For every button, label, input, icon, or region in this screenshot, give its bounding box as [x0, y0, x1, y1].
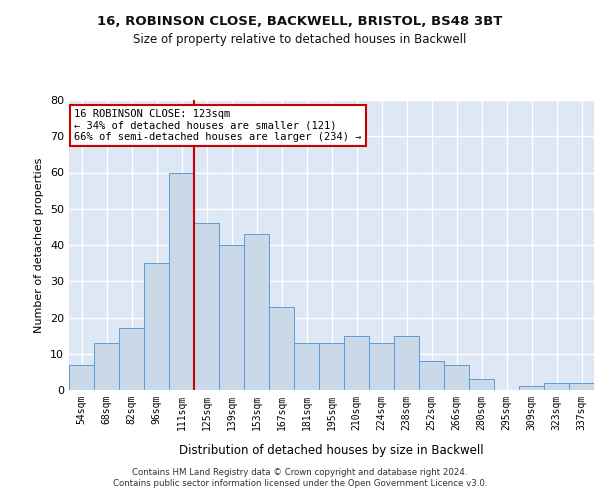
Text: 16 ROBINSON CLOSE: 123sqm
← 34% of detached houses are smaller (121)
66% of semi: 16 ROBINSON CLOSE: 123sqm ← 34% of detac… [74, 108, 362, 142]
Text: Size of property relative to detached houses in Backwell: Size of property relative to detached ho… [133, 32, 467, 46]
Bar [519, 386, 544, 390]
Bar [394, 336, 419, 390]
Bar [269, 306, 294, 390]
X-axis label: Distribution of detached houses by size in Backwell: Distribution of detached houses by size … [179, 444, 484, 457]
Bar [119, 328, 144, 390]
Text: 16, ROBINSON CLOSE, BACKWELL, BRISTOL, BS48 3BT: 16, ROBINSON CLOSE, BACKWELL, BRISTOL, B… [97, 15, 503, 28]
Y-axis label: Number of detached properties: Number of detached properties [34, 158, 44, 332]
Bar [294, 343, 319, 390]
Bar [244, 234, 269, 390]
Text: Contains HM Land Registry data © Crown copyright and database right 2024.
Contai: Contains HM Land Registry data © Crown c… [113, 468, 487, 487]
Bar [144, 263, 169, 390]
Bar [94, 343, 119, 390]
Bar [169, 172, 194, 390]
Bar [419, 361, 444, 390]
Bar [544, 383, 569, 390]
Bar [319, 343, 344, 390]
Bar [469, 379, 494, 390]
Bar [569, 383, 594, 390]
Bar [344, 336, 369, 390]
Bar [194, 223, 219, 390]
Bar [369, 343, 394, 390]
Bar [219, 245, 244, 390]
Bar [69, 364, 94, 390]
Bar [444, 364, 469, 390]
